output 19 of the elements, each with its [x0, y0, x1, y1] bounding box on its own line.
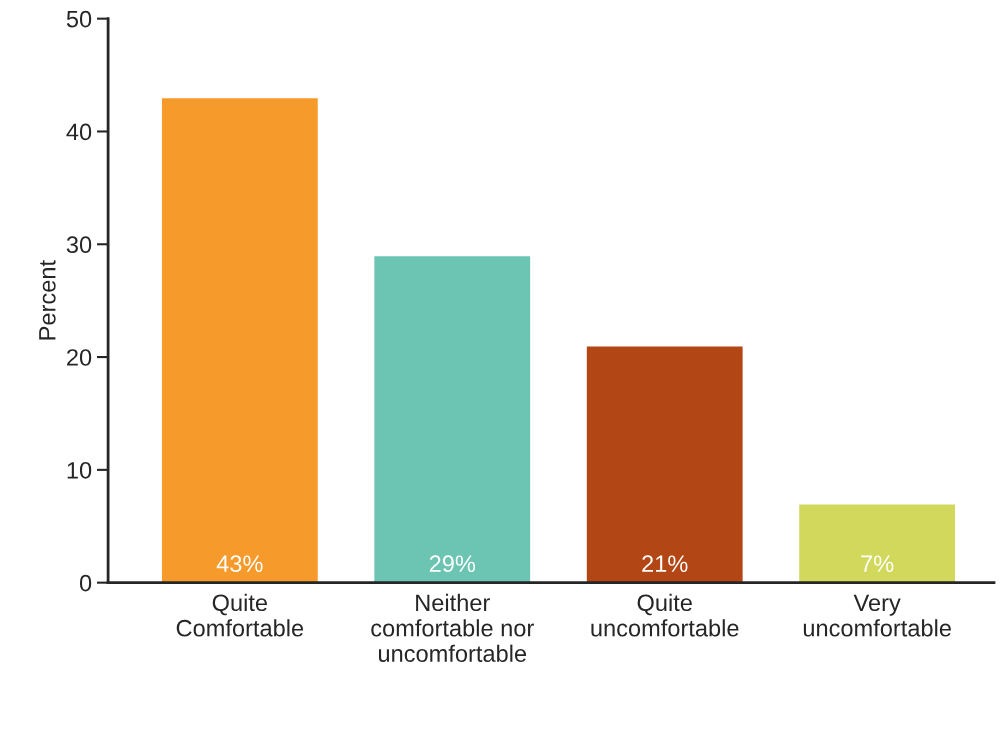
bar	[585, 345, 745, 583]
x-tick-label: Very uncomfortable	[803, 594, 951, 637]
bar	[160, 96, 320, 583]
y-tick-label: 40	[66, 123, 92, 141]
y-axis-title: Percent	[39, 260, 56, 340]
data-label: 29%	[429, 555, 476, 573]
x-tick-label: Quite uncomfortable	[591, 593, 739, 637]
bar	[797, 503, 957, 583]
x-tick-label: Neither comfortable nor uncomfortable	[371, 593, 534, 662]
bar	[372, 254, 532, 583]
x-tick-label: Quite Comfortable	[176, 593, 304, 637]
y-tick-label: 50	[66, 10, 92, 28]
data-label: 21%	[642, 555, 688, 572]
y-tick-label: 30	[66, 236, 92, 254]
y-tick-label: 0	[79, 574, 92, 592]
data-label: 7%	[861, 555, 894, 572]
y-tick-label: 20	[67, 349, 92, 366]
y-tick-label: 10	[67, 461, 92, 479]
data-label: 43%	[216, 555, 263, 573]
